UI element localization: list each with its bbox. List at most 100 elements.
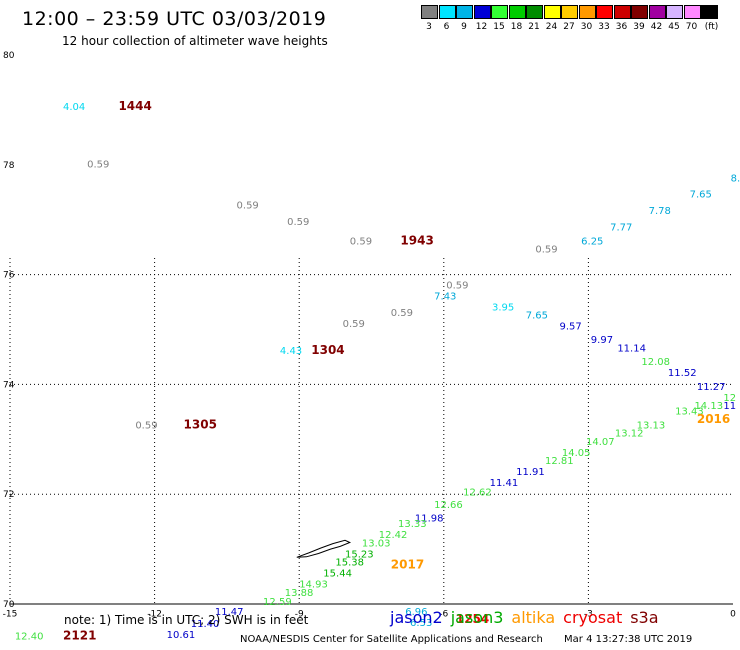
- wave-height-value: 6.53: [410, 618, 432, 629]
- scale-label: 24: [545, 22, 558, 32]
- lat-tick-label: 76: [3, 271, 15, 281]
- wave-height-value: 13.13: [637, 420, 666, 431]
- scale-label: 27: [563, 22, 575, 32]
- pass-time-label: 2016: [697, 412, 730, 426]
- generated-timestamp: Mar 4 13:27:38 UTC 2019: [564, 634, 693, 645]
- wave-height-value: 12.08: [641, 357, 670, 368]
- lon-tick-label: -3: [584, 610, 593, 620]
- scale-label: 9: [461, 22, 467, 32]
- scale-swatch: [491, 5, 508, 19]
- lat-tick-label: 80: [3, 51, 15, 61]
- island-outline: [296, 539, 352, 558]
- wave-height-value: 6.96: [405, 607, 427, 618]
- wave-height-value: 12.40: [15, 632, 44, 643]
- scale-swatch: [613, 5, 631, 19]
- wave-height-value: 7.65: [526, 311, 548, 322]
- lat-tick-label: 70: [3, 600, 15, 610]
- lon-tick-label: -12: [147, 610, 162, 620]
- wave-height-value: 12.66: [434, 500, 463, 511]
- scale-swatch: [438, 5, 456, 19]
- map-axes: -15 -12 -9 -6 -3 0 70 72 74 76 78 80: [3, 51, 736, 620]
- pass-time-label: 1444: [118, 99, 151, 113]
- scale-swatch: [543, 5, 561, 19]
- wave-height-value: 4.04: [63, 102, 85, 113]
- lon-tick-label: -6: [439, 610, 448, 620]
- wave-height-value: 14.05: [562, 448, 591, 459]
- wave-height-value: 0.59: [237, 201, 259, 212]
- map-title: 12:00 – 23:59 UTC 03/03/2019: [22, 8, 327, 30]
- wave-height-value: 13.03: [362, 538, 391, 549]
- lon-tick-label: -15: [3, 610, 18, 620]
- scale-swatch: [596, 5, 613, 19]
- wave-height-value: 0.59: [343, 319, 365, 330]
- map-grid: [9, 258, 733, 605]
- jan-mayen-island: [296, 539, 352, 558]
- lon-tick-label: -9: [295, 610, 304, 620]
- wave-height-value: 12.42: [379, 530, 408, 541]
- wave-height-value: 9.57: [559, 322, 581, 333]
- wave-height-value: 11.47: [215, 607, 244, 618]
- lat-tick-label: 78: [3, 161, 15, 171]
- scale-swatch: [631, 5, 648, 19]
- wave-height-value: 0.59: [391, 308, 413, 319]
- wave-height-value: 3.95: [492, 302, 514, 313]
- wave-height-value: 11.14: [617, 343, 646, 354]
- scale-swatch: [421, 5, 438, 19]
- wave-height-value: 11.91: [516, 467, 545, 478]
- scale-label: 18: [510, 22, 523, 32]
- wave-height-value: 0.59: [446, 280, 468, 291]
- wave-height-value: 13.43: [675, 407, 704, 418]
- pass-time-label: 2017: [391, 557, 424, 571]
- pass-time-label: 1305: [184, 417, 217, 431]
- wave-height-value: 6.25: [581, 236, 603, 247]
- legend-cryosat: cryosat: [563, 608, 623, 627]
- lat-tick-label: 74: [3, 380, 15, 390]
- wave-height-value: 10.61: [167, 630, 196, 641]
- pass-time-label: 1943: [400, 233, 433, 247]
- wave-height-value: 7.43: [434, 291, 456, 302]
- scale-label: 3: [426, 22, 432, 32]
- footer-note: note: 1) Time is in UTC; 2) SWH is in fe…: [64, 613, 309, 627]
- wave-height-value: 7.77: [610, 223, 632, 234]
- legend-jason2: jason2: [390, 608, 443, 627]
- scale-label: 15: [493, 22, 505, 32]
- pass-time-label: 1254: [456, 612, 489, 626]
- legend-s3a: s3a: [630, 608, 659, 627]
- scale-swatch: [701, 5, 718, 19]
- scale-label: 6: [443, 22, 450, 32]
- wave-height-value: 12: [723, 393, 736, 404]
- scale-swatch: [526, 5, 543, 19]
- wave-height-value: 11.52: [668, 368, 697, 379]
- scale-swatch: [683, 5, 701, 19]
- wave-height-value: 7.78: [649, 206, 671, 217]
- wave-height-value: 11.41: [490, 478, 519, 489]
- scale-label: 42: [650, 22, 663, 32]
- map-subtitle: 12 hour collection of altimeter wave hei…: [62, 34, 328, 48]
- pass-time-label: 1304: [311, 343, 344, 357]
- wave-height-value: 15.44: [323, 569, 352, 580]
- credit-line: NOAA/NESDIS Center for Satellite Applica…: [240, 634, 692, 645]
- scale-label: 45: [668, 22, 680, 32]
- legend-altika: altika: [511, 608, 556, 627]
- wave-height-value: 12.81: [545, 456, 574, 467]
- wave-height-value: 12.59: [263, 597, 292, 608]
- wave-height-value: 11.98: [415, 514, 444, 525]
- scale-swatch: [648, 5, 666, 19]
- wave-height-value: 12.62: [463, 487, 492, 498]
- scale-label: 30: [580, 22, 593, 32]
- satellite-legend: jason2 jason3 altika cryosat s3a: [390, 608, 667, 627]
- wave-height-value: 0.59: [135, 420, 157, 431]
- scale-swatch: [561, 5, 578, 19]
- wave-height-value: 4.43: [280, 346, 302, 357]
- scale-swatch: [456, 5, 473, 19]
- wave-height-value: 15.23: [345, 549, 374, 560]
- scale-unit: (ft): [704, 22, 719, 32]
- wave-height-value: 0.59: [87, 160, 109, 171]
- scale-swatch: [578, 5, 596, 19]
- wave-height-value: 9.97: [591, 335, 613, 346]
- scale-label: 21: [528, 22, 540, 32]
- scale-label: 12: [475, 22, 488, 32]
- scale-swatch: [508, 5, 526, 19]
- wave-height-values: 4.04 0.59 0.59 0.59 0.59 0.59 6.25 7.77 7.78 7.65…: [15, 102, 740, 643]
